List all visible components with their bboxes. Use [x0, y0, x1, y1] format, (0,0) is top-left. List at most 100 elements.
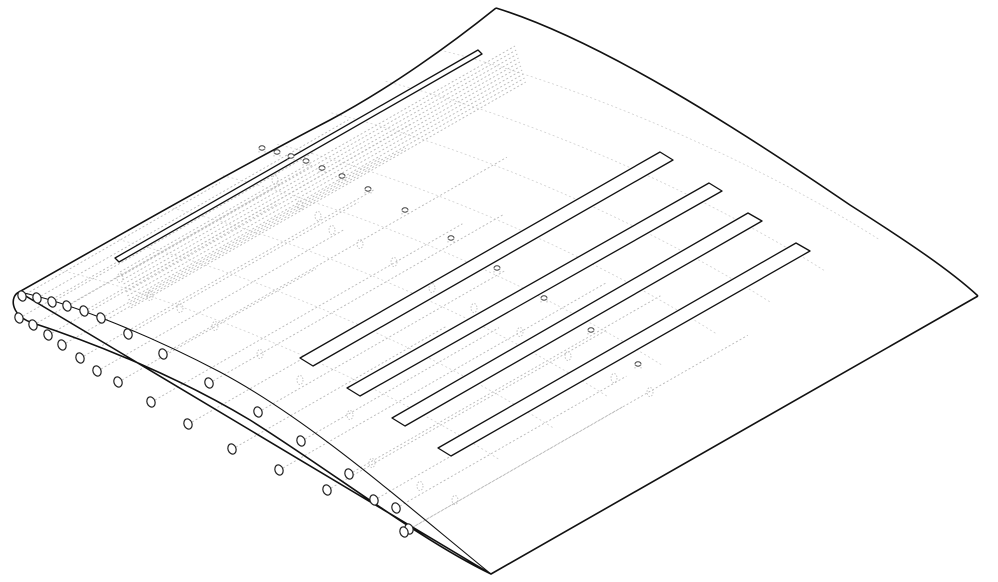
hidden-fastener-8: [470, 303, 478, 313]
upper-skin-trailing-curve: [495, 7, 979, 297]
hidden-stringer-10: [261, 270, 505, 411]
hidden-stringer-11: [304, 327, 500, 440]
hidden-fastener-21: [416, 481, 424, 491]
fastener-3: [287, 153, 295, 159]
hidden-rib-7: [385, 81, 826, 272]
hidden-stringer-1: [25, 182, 221, 295]
slot-leading: [114, 49, 483, 263]
hidden-stringer-9: [212, 213, 505, 382]
fastener-2: [273, 149, 281, 155]
hidden-stringer-24: [235, 326, 447, 448]
root-hole-25: [274, 464, 284, 476]
hidden-stringer-25: [282, 282, 607, 469]
root-hole-9: [204, 377, 214, 389]
hidden-stringer-12: [352, 295, 661, 473]
fastener-6: [338, 173, 346, 179]
root-hole-16: [28, 319, 38, 331]
fastener-1: [258, 145, 266, 151]
hidden-rib-8: [439, 49, 881, 241]
hidden-internal-structure: [22, 45, 881, 531]
root-hole-6: [96, 312, 106, 324]
hidden-stringer-22: [154, 223, 463, 401]
root-hole-7: [123, 328, 133, 340]
hidden-fastener-14: [146, 291, 154, 301]
hidden-fastener-3: [314, 211, 322, 221]
hidden-stringer-19: [83, 188, 376, 357]
root-hole-17: [43, 329, 53, 341]
airfoil-root-inner-profile: [18, 291, 492, 575]
leading-edge-top-skin: [18, 7, 497, 293]
hidden-le-stringer-5: [124, 61, 521, 289]
fastener-13: [634, 361, 642, 367]
hidden-rib-1: [59, 269, 501, 461]
hidden-le-stringer-8: [128, 73, 524, 301]
hidden-stringer-8: [166, 156, 508, 353]
hidden-fastener-10: [564, 351, 572, 361]
hidden-le-stringer-7: [126, 69, 523, 297]
root-hole-28: [399, 526, 409, 538]
hidden-rib-5: [277, 143, 718, 335]
hidden-rib-6: [331, 112, 772, 304]
hidden-fastener-20: [368, 458, 376, 468]
root-hole-10: [253, 406, 263, 418]
root-hole-18: [57, 339, 67, 351]
root-hole-13: [369, 494, 379, 506]
root-hole-23: [183, 418, 193, 430]
hidden-rib-2: [114, 238, 555, 429]
root-hole-22: [146, 396, 156, 408]
hidden-fastener-18: [296, 375, 304, 385]
fastener-12: [587, 327, 595, 333]
hidden-fastener-5: [356, 239, 364, 249]
hidden-fastener-7: [428, 283, 436, 293]
root-hole-5: [79, 305, 89, 317]
fastener-8: [401, 207, 409, 213]
hidden-le-stringer-10: [130, 81, 527, 309]
root-hole-27: [391, 502, 401, 514]
skin-slots: [114, 49, 811, 457]
hidden-le-stringer-6: [125, 65, 522, 293]
fastener-shank-3: [287, 156, 295, 162]
hidden-stringer-2: [40, 119, 349, 297]
slot-4: [437, 242, 811, 457]
hidden-fastener-12: [646, 387, 654, 397]
fastener-shank-11: [540, 298, 548, 304]
hidden-le-stringer-1: [119, 45, 516, 273]
fastener-shank-7: [364, 189, 372, 195]
root-hole-24: [227, 443, 237, 455]
hidden-le-stringer-9: [129, 77, 525, 305]
fastener-9: [447, 235, 455, 241]
root-hole-26: [322, 484, 332, 496]
hidden-stringer-21: [121, 268, 317, 381]
hidden-fastener-19: [346, 410, 354, 420]
root-rib-holes: [14, 290, 414, 538]
hidden-fastener-9: [516, 327, 524, 337]
root-hole-20: [92, 365, 102, 377]
wing-skin-outline: [12, 7, 979, 575]
hidden-stringer-17: [51, 202, 279, 334]
trailing-edge: [490, 295, 979, 575]
root-hole-2: [32, 292, 42, 304]
hidden-fastener-22: [451, 495, 459, 505]
slot-1: [299, 151, 674, 367]
hidden-rib-4: [222, 175, 664, 367]
skin-fasteners: [116, 145, 654, 505]
hidden-le-stringer-2: [120, 49, 517, 277]
hidden-stringer-6: [104, 157, 381, 317]
root-hole-19: [75, 352, 85, 364]
root-hole-8: [158, 348, 168, 360]
fastener-5: [318, 165, 326, 171]
fastener-shank-5: [318, 168, 326, 174]
fastener-shank-9: [447, 238, 455, 244]
hidden-stringer-18: [65, 147, 407, 344]
hidden-fastener-16: [211, 321, 219, 331]
root-hole-3: [47, 296, 57, 308]
hidden-fastener-2: [296, 200, 304, 210]
root-hole-4: [62, 300, 72, 312]
root-hole-11: [296, 435, 306, 447]
fastener-shank-1: [258, 148, 266, 154]
root-hole-15: [14, 312, 24, 324]
hidden-fastener-4: [328, 225, 336, 235]
fastener-shank-6: [338, 176, 346, 182]
hidden-fastener-15: [176, 303, 184, 313]
